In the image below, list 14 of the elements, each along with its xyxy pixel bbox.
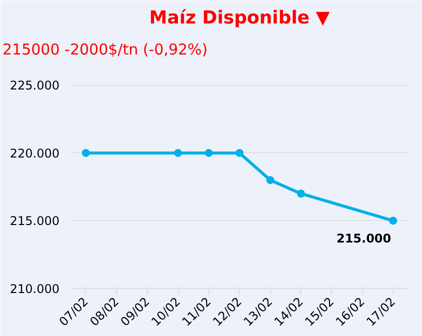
point — [204, 148, 213, 157]
y-tick-label: 210.000 — [10, 282, 60, 296]
point — [389, 216, 398, 225]
y-tick-label: 225.000 — [10, 78, 60, 93]
chart-subtitle: 215000 -2000$/tn (-0,92%) — [2, 40, 208, 58]
y-tick-label: 220.000 — [10, 146, 60, 160]
y-tick-label: 215.000 — [10, 214, 60, 228]
point — [266, 176, 274, 184]
point — [174, 148, 182, 157]
point — [82, 148, 90, 157]
point — [236, 148, 244, 157]
chart-title: Maíz Disponible ▼ — [149, 8, 330, 28]
point — [296, 190, 305, 198]
annotation: 215.000 — [336, 232, 392, 246]
